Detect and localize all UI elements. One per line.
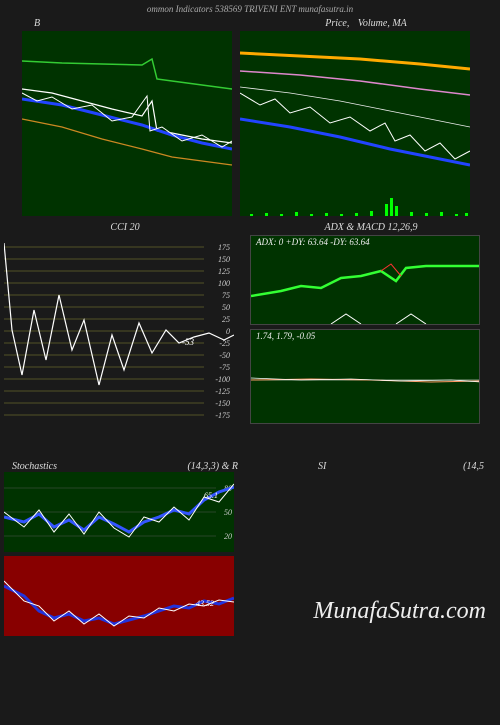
price-chart — [240, 31, 492, 216]
adx-panel: ADX & MACD 12,26,9 ADX: 0 +DY: 63.64 -DY… — [250, 220, 492, 435]
svg-text:-25: -25 — [219, 339, 230, 348]
cci-title: CCI 20 — [4, 220, 246, 235]
row-3: Stochastics (14,3,3) & R 80502065.1 SI (… — [0, 461, 500, 552]
cci-chart: 175 150 125 100 75 50 25 0 -25 -50 -75 -100 -125 -150… — [4, 235, 246, 435]
price-panel: Price, Volume, MA — [240, 16, 492, 216]
stoch-title: Stochastics (14,3,3) & R — [4, 461, 246, 472]
rsi-title-l: SI — [318, 461, 326, 472]
bb-title: B — [4, 16, 236, 31]
price-title: Price, Volume, MA — [240, 16, 492, 31]
willr-chart: 43.52 — [4, 556, 246, 636]
willr-panel: 43.52 — [4, 556, 246, 636]
svg-text:43.52: 43.52 — [196, 599, 214, 608]
svg-text:-50: -50 — [219, 351, 230, 360]
stoch-chart: 80502065.1 — [4, 472, 246, 552]
macd-values: 1.74, 1.79, -0.05 — [256, 331, 315, 341]
svg-text:75: 75 — [222, 291, 230, 300]
svg-text:65.1: 65.1 — [204, 491, 218, 500]
svg-text:-53: -53 — [182, 337, 194, 347]
rsi-title-r: (14,5 — [463, 461, 484, 472]
adx-chart: ADX: 0 +DY: 63.64 -DY: 63.64 1.74, 1.79,… — [250, 235, 492, 424]
watermark: MunafaSutra.com — [313, 598, 486, 625]
svg-text:-125: -125 — [215, 387, 230, 396]
rsi-label-panel: SI (14,5 — [250, 461, 492, 552]
cci-panel: CCI 20 175 150 125 100 75 50 25 0 -25 -50 -75 -100 -… — [4, 220, 246, 435]
stoch-panel: Stochastics (14,3,3) & R 80502065.1 — [4, 461, 246, 552]
svg-text:0: 0 — [226, 327, 230, 336]
row-1: B Price, Volume, MA — [0, 16, 500, 216]
svg-text:20: 20 — [224, 532, 232, 541]
adx-title: ADX & MACD 12,26,9 — [250, 220, 492, 235]
bb-chart — [4, 31, 236, 216]
adx-values: ADX: 0 +DY: 63.64 -DY: 63.64 — [256, 237, 370, 247]
row-2: CCI 20 175 150 125 100 75 50 25 0 -25 -50 -75 -100 -… — [0, 220, 500, 435]
svg-text:25: 25 — [222, 315, 230, 324]
svg-text:50: 50 — [224, 508, 232, 517]
price-title-l: Price, — [325, 18, 349, 29]
svg-text:-150: -150 — [215, 399, 230, 408]
svg-text:125: 125 — [218, 267, 230, 276]
svg-text:-75: -75 — [219, 363, 230, 372]
svg-text:175: 175 — [218, 243, 230, 252]
stoch-title-r: (14,3,3) & R — [187, 461, 238, 472]
svg-text:-175: -175 — [215, 411, 230, 420]
svg-text:100: 100 — [218, 279, 230, 288]
price-title-r: Volume, MA — [358, 18, 407, 29]
svg-text:-100: -100 — [215, 375, 230, 384]
page-header: ommon Indicators 538569 TRIVENI ENT muna… — [0, 0, 500, 16]
stoch-title-l: Stochastics — [12, 461, 57, 472]
svg-text:150: 150 — [218, 255, 230, 264]
svg-text:50: 50 — [222, 303, 230, 312]
bb-panel: B — [4, 16, 236, 216]
rsi-title: SI (14,5 — [250, 461, 492, 472]
